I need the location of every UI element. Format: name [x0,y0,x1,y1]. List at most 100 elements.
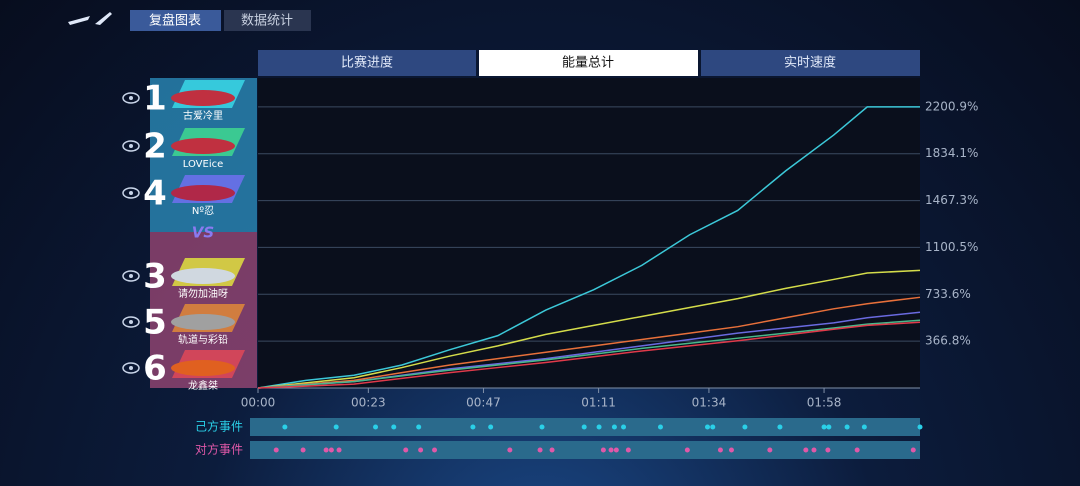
event-dot [861,424,867,430]
event-dot [821,424,827,430]
event-dot [333,424,339,430]
event-dot [300,447,306,453]
event-dot [611,424,617,430]
car [171,185,235,201]
chart-tab[interactable] [258,50,476,76]
eye-pupil [129,144,133,148]
x-tick-label: 00:00 [241,396,276,410]
event-track [250,441,920,459]
plot-area [258,78,920,388]
event-dot [608,447,614,453]
event-dot [549,447,555,453]
player-name: 轨道与彩铅 [178,333,228,346]
eye-pupil [129,366,133,370]
vs-label: VS [192,224,214,242]
rank: 1 [143,79,167,119]
car [171,90,235,106]
eye-icon [122,316,140,328]
tab[interactable] [224,10,311,31]
player-name: 古爱冷里 [183,109,223,122]
event-dot [710,424,716,430]
rank: 6 [143,349,167,389]
event-dot [657,424,663,430]
eye-icon [122,140,140,152]
event-dot [537,447,543,453]
rank: 2 [143,127,167,167]
event-dot [728,447,734,453]
series-line [257,319,921,389]
rank: 3 [143,257,167,297]
event-dot [854,447,860,453]
x-tick-label: 00:23 [351,396,386,410]
rank: 4 [143,174,167,214]
event-dot [282,424,288,430]
event-dot [328,447,334,453]
event-dot [777,424,783,430]
tab-label[interactable]: 数据统计 [241,14,293,29]
event-dot [767,447,773,453]
car [171,314,235,330]
eye-icon [122,362,140,374]
chart-tab-label[interactable]: 比赛进度 [341,55,393,71]
tab-active[interactable] [130,10,221,31]
x-tick-label: 01:34 [692,396,727,410]
series-line [257,321,921,389]
y-tick-label: 1467.3% [925,193,978,207]
event-dot [373,424,379,430]
series-line [257,106,920,389]
series-line [257,269,921,389]
event-dot [803,447,809,453]
event-dot [403,447,409,453]
eye-pupil [129,274,133,278]
event-dot [625,447,631,453]
y-tick-label: 1834.1% [925,146,978,160]
event-dot [470,424,476,430]
player-name: Nº忍 [192,205,214,217]
eye-pupil [129,96,133,100]
tab-label[interactable]: 复盘图表 [149,13,201,29]
event-dot [432,447,438,453]
eye-icon [122,270,140,282]
event-dot [418,447,424,453]
event-dot [811,447,817,453]
event-dot [581,424,587,430]
x-tick-label: 00:47 [466,396,501,410]
event-dot [742,424,748,430]
car [171,138,235,154]
chart-tab[interactable] [701,50,920,76]
event-dot [416,424,422,430]
y-tick-label: 733.6% [925,287,971,301]
series-line [257,296,921,389]
event-label: 己方事件 [195,419,243,434]
y-tick-label: 1100.5% [925,240,978,254]
eye-pupil [129,320,133,324]
y-tick-label: 2200.9% [925,99,978,113]
player-name: LOVEice [183,159,224,170]
event-dot [910,447,916,453]
event-dot [391,424,397,430]
event-label: 对方事件 [195,442,243,457]
chart-tab-active[interactable] [479,50,698,76]
y-tick-label: 366.8% [925,334,971,348]
x-tick-label: 01:58 [807,396,842,410]
event-dot [825,447,831,453]
event-dot [323,447,329,453]
event-dot [917,424,923,430]
eye-icon [122,92,140,104]
chart-tab-label[interactable]: 实时速度 [784,55,836,71]
player-name: 请勿加油呀 [178,287,228,300]
event-dot [684,447,690,453]
event-dot [507,447,513,453]
event-dot [613,447,619,453]
eye-icon [122,187,140,199]
x-tick-label: 01:11 [581,396,616,410]
event-dot [704,424,710,430]
event-dot [336,447,342,453]
chart-tab-label[interactable]: 能量总计 [562,56,614,71]
car [171,360,235,376]
event-dot [488,424,494,430]
event-dot [596,424,602,430]
event-dot [621,424,627,430]
